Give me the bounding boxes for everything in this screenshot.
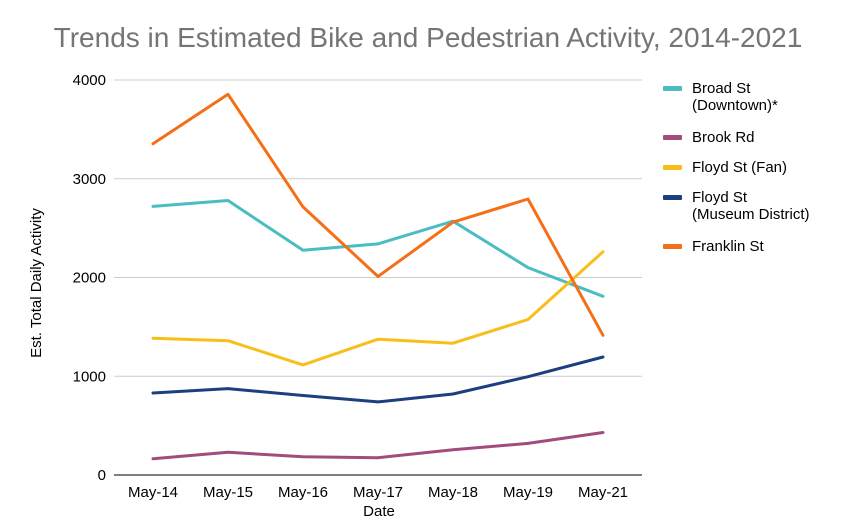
x-tick-label: May-21 — [578, 484, 628, 501]
gridlines — [114, 79, 642, 377]
series-line-1 — [151, 431, 605, 461]
x-tick-label: May-17 — [353, 484, 403, 501]
x-tick-label: May-18 — [428, 484, 478, 501]
legend-item: Brook Rd — [663, 129, 755, 146]
series-line-0 — [151, 199, 605, 298]
legend-swatch — [663, 244, 682, 249]
legend-label: Franklin St — [692, 238, 765, 255]
legend-swatch — [663, 135, 682, 140]
x-axis-label: Date — [363, 503, 395, 520]
x-tick-label: May-14 — [128, 484, 178, 501]
y-axis-label: Est. Total Daily Activity — [28, 208, 45, 358]
legend-item: Broad St(Downtown)* — [663, 80, 778, 114]
legend-label: (Downtown)* — [692, 97, 778, 114]
legend-label: Floyd St — [692, 189, 748, 206]
y-tick-label: 1000 — [73, 368, 106, 385]
legend-swatch — [663, 195, 682, 200]
y-tick-label: 3000 — [73, 171, 106, 188]
series-line-4 — [151, 92, 605, 337]
legend-item: Floyd St (Fan) — [663, 159, 787, 176]
chart-title: Trends in Estimated Bike and Pedestrian … — [53, 22, 803, 53]
series-line-3 — [151, 355, 605, 404]
y-tick-label: 4000 — [73, 72, 106, 89]
legend-swatch — [663, 165, 682, 170]
legend-label: Broad St — [692, 80, 751, 97]
x-tick-label: May-15 — [203, 484, 253, 501]
legend: Broad St(Downtown)* Brook Rd Floyd St (Fan… — [663, 80, 810, 255]
y-tick-label: 0 — [98, 467, 106, 484]
x-tick-label: May-16 — [278, 484, 328, 501]
series-line-2 — [151, 250, 605, 367]
legend-swatch — [663, 86, 682, 91]
x-tick-label: May-19 — [503, 484, 553, 501]
y-tick-label: 2000 — [73, 270, 106, 287]
axes: 0 1000 2000 3000 4000 May-14 May-15 May-16 May-1… — [73, 72, 642, 501]
series-lines — [151, 92, 605, 461]
legend-label: Floyd St (Fan) — [692, 159, 787, 176]
legend-label: Brook Rd — [692, 129, 755, 146]
legend-item: Franklin St — [663, 238, 765, 255]
legend-item: Floyd St(Museum District) — [663, 189, 810, 223]
legend-label: (Museum District) — [692, 206, 810, 223]
